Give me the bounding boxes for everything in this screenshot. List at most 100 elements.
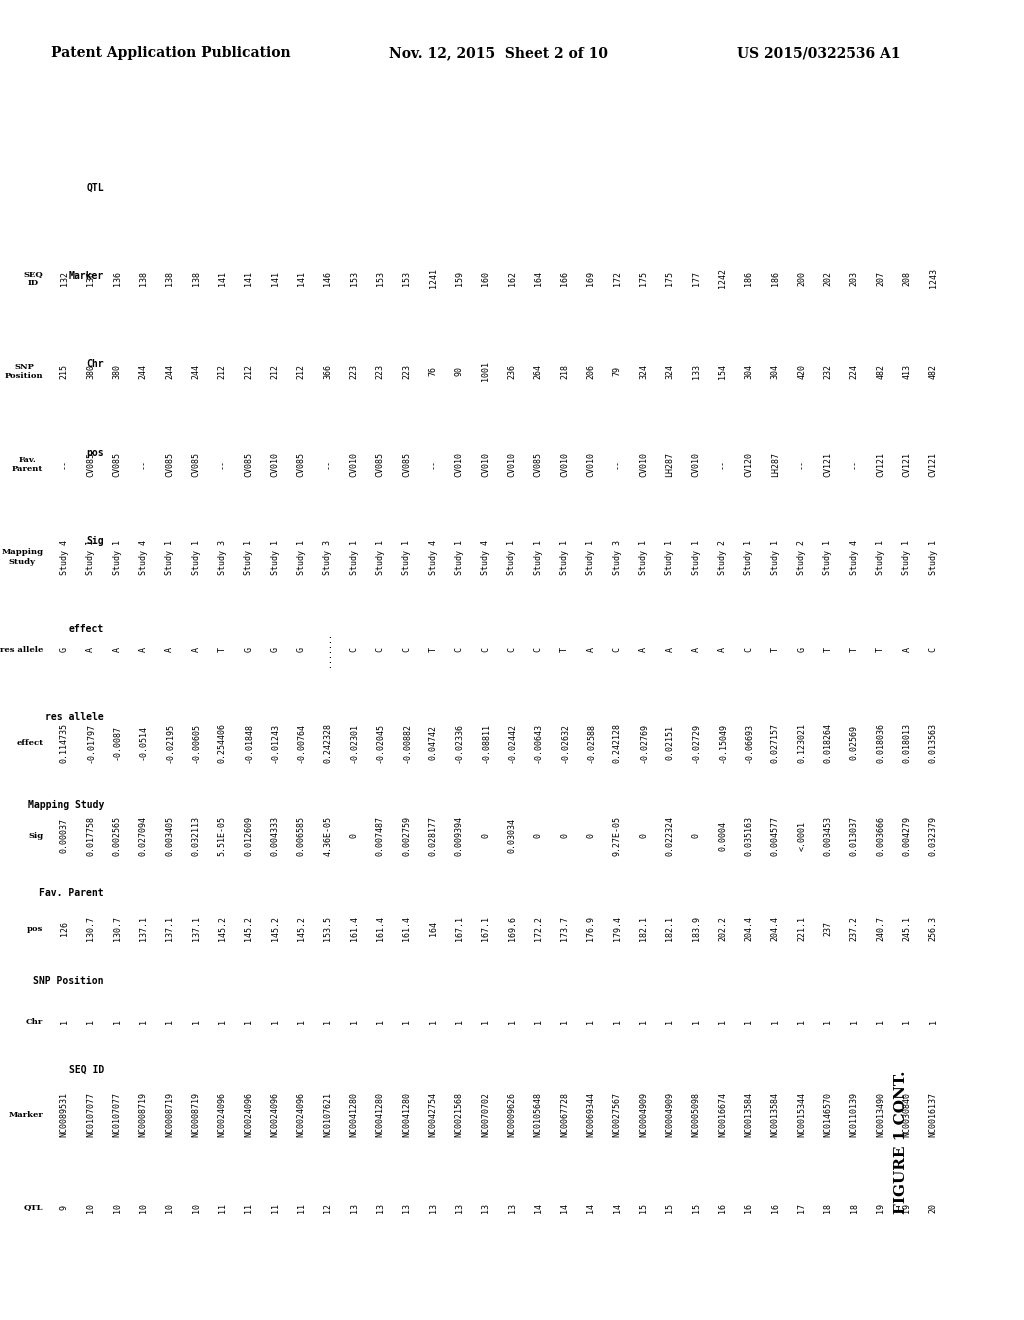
Text: -0.02769: -0.02769 [639,723,648,763]
Text: 212: 212 [218,364,227,379]
Text: 0.002759: 0.002759 [402,816,412,855]
Text: C: C [455,648,464,652]
Text: 164: 164 [534,271,543,285]
Text: 10: 10 [191,1203,201,1213]
Text: 1: 1 [270,1019,280,1024]
Text: CV121: CV121 [877,451,885,477]
Text: 0.028177: 0.028177 [428,816,437,855]
Text: 1: 1 [929,1019,938,1024]
Text: 1: 1 [113,1019,122,1024]
Text: 179.4: 179.4 [612,916,622,941]
Text: 18: 18 [850,1203,859,1213]
Text: -0.0514: -0.0514 [139,726,147,760]
Text: 5.51E-05: 5.51E-05 [218,816,227,855]
Text: 14: 14 [612,1203,622,1213]
Text: -0.02336: -0.02336 [455,723,464,763]
Text: 183.9: 183.9 [692,916,700,941]
Text: 0.017758: 0.017758 [86,816,95,855]
Text: 160: 160 [481,271,490,285]
Text: 9.27E-05: 9.27E-05 [612,816,622,855]
Text: 11: 11 [297,1203,306,1213]
Text: A: A [86,648,95,652]
Text: 1243: 1243 [929,268,938,288]
Text: 1: 1 [718,1019,727,1024]
Text: FIGURE 1 CONT.: FIGURE 1 CONT. [894,1071,908,1214]
Text: 176.9: 176.9 [587,916,596,941]
Text: --: -- [612,459,622,469]
Text: Nov. 12, 2015  Sheet 2 of 10: Nov. 12, 2015 Sheet 2 of 10 [389,46,608,61]
Text: 212: 212 [297,364,306,379]
Text: CV121: CV121 [902,451,911,477]
Text: -0.02045: -0.02045 [376,723,385,763]
Text: 172.2: 172.2 [534,916,543,941]
Text: 16: 16 [771,1203,780,1213]
Text: 324: 324 [639,364,648,379]
Text: Study 1: Study 1 [587,540,596,574]
Text: Study 1: Study 1 [929,540,938,574]
Text: 153: 153 [376,271,385,285]
Text: 1: 1 [744,1019,754,1024]
Text: 13: 13 [402,1203,412,1213]
Text: NC0024096: NC0024096 [218,1092,227,1137]
Text: CV121: CV121 [823,451,833,477]
Text: NC0009626: NC0009626 [508,1092,516,1137]
Text: 0.018036: 0.018036 [877,723,885,763]
Text: -0.06693: -0.06693 [744,723,754,763]
Text: -0.02729: -0.02729 [692,723,700,763]
Text: 232: 232 [823,364,833,379]
Text: 13: 13 [376,1203,385,1213]
Text: 0.018264: 0.018264 [823,723,833,763]
Text: G: G [297,648,306,652]
Text: A: A [191,648,201,652]
Text: res allele: res allele [0,645,43,653]
Text: 223: 223 [349,364,358,379]
Text: --: -- [850,459,859,469]
Text: Study 4: Study 4 [139,540,147,574]
Text: 14: 14 [534,1203,543,1213]
Text: Study 1: Study 1 [744,540,754,574]
Text: 237.2: 237.2 [850,916,859,941]
Text: Study 1: Study 1 [534,540,543,574]
Text: 237: 237 [823,921,833,936]
Text: 0.00037: 0.00037 [59,818,69,853]
Text: 11: 11 [244,1203,253,1213]
Text: 240.7: 240.7 [877,916,885,941]
Text: 175: 175 [639,271,648,285]
Text: A: A [639,648,648,652]
Text: -0.08811: -0.08811 [481,723,490,763]
Text: 4.36E-05: 4.36E-05 [324,816,332,855]
Text: 10: 10 [86,1203,95,1213]
Text: C: C [534,648,543,652]
Text: 0.032113: 0.032113 [191,816,201,855]
Text: NC0015344: NC0015344 [797,1092,806,1137]
Text: 186: 186 [744,271,754,285]
Text: 0.003666: 0.003666 [877,816,885,855]
Text: T: T [771,648,780,652]
Text: 0.032379: 0.032379 [929,816,938,855]
Text: CV010: CV010 [560,451,569,477]
Text: 0: 0 [587,833,596,838]
Text: 138: 138 [139,271,147,285]
Text: 0.009394: 0.009394 [455,816,464,855]
Text: 0.013563: 0.013563 [929,723,938,763]
Text: 0.004333: 0.004333 [270,816,280,855]
Text: 15: 15 [666,1203,675,1213]
Text: Fav.
Parent: Fav. Parent [12,455,43,473]
Text: 15: 15 [692,1203,700,1213]
Text: SEQ
ID: SEQ ID [24,269,43,286]
Text: 169: 169 [587,271,596,285]
Text: NC0027567: NC0027567 [612,1092,622,1137]
Text: 159: 159 [455,271,464,285]
Text: G: G [244,648,253,652]
Text: 186: 186 [771,271,780,285]
Text: 126: 126 [59,921,69,936]
Text: <.0001: <.0001 [797,821,806,851]
Text: 1: 1 [244,1019,253,1024]
Text: NC0004909: NC0004909 [639,1092,648,1137]
Text: 0.027157: 0.027157 [771,723,780,763]
Text: 304: 304 [771,364,780,379]
Text: 162: 162 [508,271,516,285]
Text: 164: 164 [428,921,437,936]
Text: 1241: 1241 [428,268,437,288]
Text: 0.002565: 0.002565 [113,816,122,855]
